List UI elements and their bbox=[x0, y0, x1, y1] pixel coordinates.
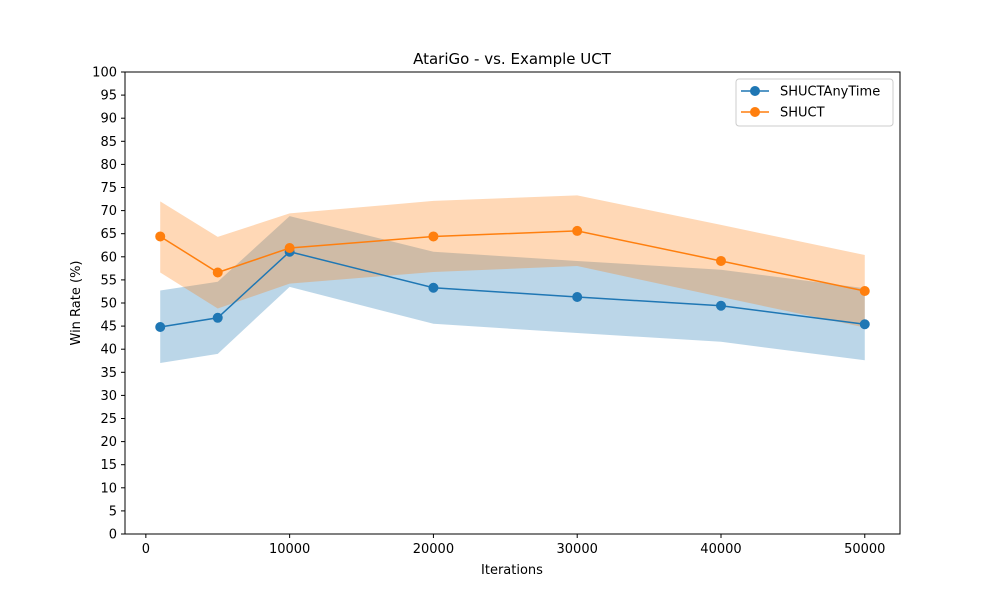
point-series-0-0 bbox=[155, 322, 166, 333]
y-tick-label-14: 70 bbox=[100, 204, 117, 219]
y-tick-label-8: 40 bbox=[100, 343, 117, 358]
y-tick-label-16: 80 bbox=[100, 158, 117, 173]
point-series-0-1 bbox=[212, 312, 223, 323]
band-series-1 bbox=[160, 195, 865, 328]
legend-label-0: SHUCTAnyTime bbox=[780, 85, 880, 100]
legend: SHUCTAnyTime SHUCT bbox=[735, 78, 894, 127]
y-tick-label-5: 25 bbox=[100, 412, 117, 427]
legend-box bbox=[735, 78, 894, 127]
y-tick-label-1: 5 bbox=[109, 504, 117, 519]
y-axis: 0 5 10 15 20 25 30 35 40 45 50 55 60 65 70 75 80 85 90 95 10… bbox=[92, 66, 125, 543]
point-series-0-6 bbox=[859, 319, 870, 330]
point-series-1-1 bbox=[212, 267, 223, 278]
y-tick-label-7: 35 bbox=[100, 366, 117, 381]
x-tick-label-4: 40000 bbox=[700, 542, 741, 557]
series-points bbox=[155, 225, 870, 333]
x-axis-title: Iterations bbox=[481, 563, 543, 578]
y-tick-label-18: 90 bbox=[100, 112, 117, 127]
y-tick-label-4: 20 bbox=[100, 435, 117, 450]
chart-title: AtariGo - vs. Example UCT bbox=[413, 50, 612, 68]
legend-label-1: SHUCT bbox=[780, 106, 825, 121]
point-series-1-3 bbox=[428, 231, 439, 242]
point-series-1-5 bbox=[715, 255, 726, 266]
y-tick-label-11: 55 bbox=[100, 273, 117, 288]
legend-marker-0 bbox=[750, 86, 760, 96]
band-series-0 bbox=[160, 216, 865, 364]
point-series-0-5 bbox=[715, 300, 726, 311]
point-series-1-2 bbox=[284, 243, 295, 254]
y-tick-label-2: 10 bbox=[100, 481, 117, 496]
y-tick-label-9: 45 bbox=[100, 320, 117, 335]
x-tick-label-2: 20000 bbox=[413, 542, 454, 557]
point-series-0-4 bbox=[572, 291, 583, 302]
y-tick-label-3: 15 bbox=[100, 458, 117, 473]
x-tick-label-3: 30000 bbox=[557, 542, 598, 557]
y-tick-label-20: 100 bbox=[92, 66, 117, 81]
confidence-bands bbox=[160, 195, 865, 364]
y-tick-label-15: 75 bbox=[100, 181, 117, 196]
point-series-1-0 bbox=[155, 231, 166, 242]
y-tick-label-10: 50 bbox=[100, 297, 117, 312]
x-tick-label-5: 50000 bbox=[844, 542, 885, 557]
point-series-1-6 bbox=[859, 285, 870, 296]
point-series-1-4 bbox=[572, 225, 583, 236]
y-tick-label-0: 0 bbox=[109, 528, 117, 543]
y-tick-label-6: 30 bbox=[100, 389, 117, 404]
point-series-0-3 bbox=[428, 282, 439, 293]
y-tick-label-13: 65 bbox=[100, 227, 117, 242]
y-tick-label-17: 85 bbox=[100, 135, 117, 150]
y-tick-label-12: 60 bbox=[100, 250, 117, 265]
x-tick-label-0: 0 bbox=[142, 542, 150, 557]
x-tick-label-1: 10000 bbox=[269, 542, 310, 557]
legend-marker-1 bbox=[750, 107, 760, 117]
y-axis-title: Win Rate (%) bbox=[69, 261, 84, 346]
x-axis: 0 10000 20000 30000 40000 50000 bbox=[142, 534, 885, 557]
y-tick-label-19: 95 bbox=[100, 89, 117, 104]
